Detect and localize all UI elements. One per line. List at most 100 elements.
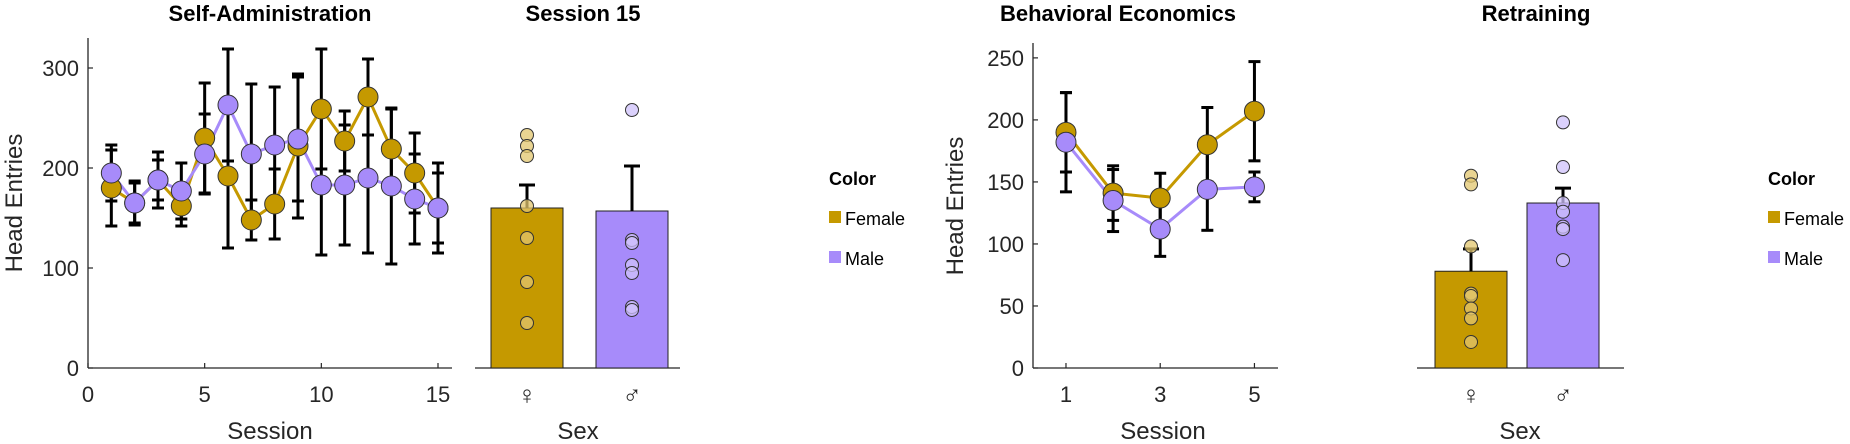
point-male [217,94,239,116]
dot-female [520,316,534,330]
legend-swatch-female [1768,211,1780,223]
dot-male [625,236,639,250]
x-tick-label: 3 [1154,382,1166,407]
y-tick-label: 100 [987,232,1024,257]
marks [100,47,449,266]
dot-male [1556,115,1570,130]
dot-male [625,266,639,280]
point-female [1243,100,1265,122]
point-male [1149,218,1171,240]
point-male [1102,190,1124,212]
point-female [334,130,356,152]
point-male [1243,176,1265,198]
dot-male [1556,160,1570,175]
point-female [310,98,332,120]
x-axis-label: Sex [557,418,598,444]
dot-female [520,199,534,213]
point-male [147,169,169,191]
dot-female [1464,289,1478,304]
x-tick-label-male: ♂ [1553,380,1573,410]
point-male [100,162,122,184]
point-male [1196,178,1218,200]
x-axis-label: Session [227,418,312,444]
y-tick-label: 100 [42,256,79,281]
legend-label-male: Male [845,249,884,269]
point-male [1055,131,1077,153]
marks [1055,60,1265,258]
legend-2: Color Female Male [1768,169,1844,269]
chart-title: Retraining [1482,1,1591,26]
dot-female [1464,311,1478,326]
point-female [357,86,379,108]
point-male [380,175,402,197]
chart-title: Session 15 [526,1,641,26]
dot-male [1556,253,1570,268]
y-tick-label: 150 [987,170,1024,195]
dot-male [625,103,639,117]
point-male [404,188,426,210]
dot-female [520,275,534,289]
point-male [357,167,379,189]
x-tick-label-female: ♀ [517,380,537,410]
marks [1434,115,1600,369]
point-female [380,138,402,160]
legend-1: Color Female Male [829,169,905,269]
ticks: 0 100 200 300 0 5 10 15 [42,56,450,407]
dot-female [1464,177,1478,192]
point-male [170,180,192,202]
legend-label-female: Female [845,209,905,229]
x-tick-label: 5 [1248,382,1260,407]
legend-title: Color [829,169,876,189]
panel-session-15: Session 15 ♀ ♂ Sex [475,1,680,444]
dot-male [625,303,639,317]
x-tick-label-female: ♀ [1461,380,1481,410]
dot-female [520,231,534,245]
y-axis-label: Head Entries [942,137,969,276]
dot-male [1556,222,1570,237]
y-tick-label: 250 [987,46,1024,71]
x-tick-label: 1 [1060,382,1072,407]
point-male [264,134,286,156]
point-female [404,162,426,184]
legend-label-male: Male [1784,249,1823,269]
y-tick-label: 200 [42,156,79,181]
y-tick-label: 300 [42,56,79,81]
panel-retraining: Retraining ♀ ♂ Sex [1417,1,1624,444]
point-female [1196,134,1218,156]
x-axis-label: Sex [1499,418,1540,444]
point-male [194,143,216,165]
point-male [287,128,309,150]
point-male [240,143,262,165]
point-male [124,192,146,214]
point-male [427,197,449,219]
point-female [217,165,239,187]
panel-self-administration: Self-Administration 0 100 200 300 0 5 10 15 Ses… [1,1,452,444]
dot-female [520,149,534,163]
x-tick-label: 5 [199,382,211,407]
chart-title: Behavioral Economics [1000,1,1236,26]
point-female [1149,187,1171,209]
chart-title: Self-Administration [169,1,372,26]
x-tick-label-male: ♂ [622,380,642,410]
y-tick-label: 0 [67,356,79,381]
ticks: 0 50 100 150 200 250 1 3 5 [987,46,1260,407]
point-male [310,174,332,196]
x-tick-label: 15 [426,382,450,407]
marks [490,103,669,369]
x-tick-label: 10 [309,382,333,407]
point-male [334,174,356,196]
y-axis-label: Head Entries [1,134,28,273]
legend-swatch-male [1768,251,1780,263]
point-female [264,193,286,215]
dot-female [1464,334,1478,349]
y-tick-label: 200 [987,108,1024,133]
dot-male [1556,204,1570,219]
dot-female [1464,239,1478,254]
legend-title: Color [1768,169,1815,189]
ticks: ♀ ♂ [1461,363,1573,410]
legend-swatch-female [829,211,841,223]
x-tick-label: 0 [82,382,94,407]
y-tick-label: 0 [1012,356,1024,381]
